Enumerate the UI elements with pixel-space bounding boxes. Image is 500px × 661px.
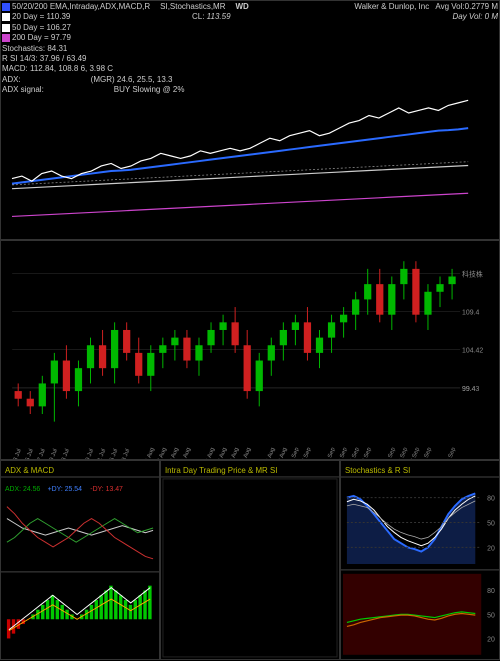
rsi-val: 37.96 / 63.49 (40, 54, 87, 63)
svg-text:14 Aug: 14 Aug (180, 447, 192, 459)
svg-text:109.4: 109.4 (462, 310, 479, 317)
adxsig-label: ADX signal: (2, 85, 44, 95)
svg-text:28 Jul: 28 Jul (120, 448, 131, 459)
candlestick-panel[interactable]: 科技株109.4104.4299.4399.403 Jul06 Jul07 Ju… (0, 240, 500, 460)
ema20-val: 110.39 (46, 12, 70, 21)
svg-text:03 Jul: 03 Jul (12, 448, 23, 459)
stoch-label: Stochastics: (2, 44, 47, 53)
svg-text:30 Sep: 30 Sep (445, 446, 457, 459)
ema200-val: 97.79 (51, 33, 71, 42)
svg-text:Intra Day Trading Price &: Intra Day Trading Price & MR SI (165, 466, 277, 475)
adx-label: ADX: (2, 75, 21, 85)
intraday-panel[interactable]: Intra Day Trading Price & MR SI (160, 460, 340, 660)
svg-text:19 Jul: 19 Jul (84, 448, 95, 459)
svg-text:07 Sep: 07 Sep (300, 446, 312, 459)
ema50-val: 106.27 (46, 23, 70, 32)
svg-text:22 Aug: 22 Aug (228, 447, 240, 459)
rsi-label: R SI 14/3: (2, 54, 40, 63)
svg-text:13 Jul: 13 Jul (60, 448, 71, 459)
mgr-val: (MGR) 24.6, 25.5, 13.3 (91, 75, 173, 85)
company: Walker & Dunlop, Inc (354, 2, 429, 11)
svg-text:ADX & MACD: ADX & MACD (5, 466, 54, 475)
dayvol-label: Day Vol: (452, 12, 484, 21)
svg-text:26 Aug: 26 Aug (264, 447, 276, 459)
svg-text:25 Jul: 25 Jul (108, 448, 119, 459)
svg-text:09 Sep: 09 Sep (325, 446, 337, 459)
svg-text:ADX: 24.56: ADX: 24.56 (5, 486, 40, 493)
adx-macd-panel[interactable]: ADX & MACD ADX: 24.56 +DY: 25.54 -DY: 13.… (0, 460, 160, 660)
svg-text:21 Jul: 21 Jul (96, 448, 107, 459)
svg-text:Stochastics & R SI: Stochastics & R SI (345, 466, 410, 475)
svg-text:99.4: 99.4 (462, 386, 476, 393)
svg-text:17 Sep: 17 Sep (361, 446, 373, 459)
svg-text:18 Aug: 18 Aug (216, 447, 228, 459)
svg-text:20: 20 (487, 637, 495, 644)
symbol: WD (236, 2, 249, 12)
svg-text:104.42: 104.42 (462, 348, 483, 355)
svg-text:07 Jul: 07 Jul (36, 448, 47, 459)
adxsig-val: BUY Slowing @ 2% (114, 85, 185, 95)
ema20-label: 20 Day = (12, 12, 46, 21)
ema50-label: 50 Day = (12, 23, 46, 32)
svg-text:05 Aug: 05 Aug (144, 447, 156, 459)
svg-text:29 Sep: 29 Sep (421, 446, 433, 459)
cl-val: 113.59 (207, 12, 231, 21)
svg-text:50: 50 (487, 612, 495, 619)
svg-text:科技株: 科技株 (462, 269, 483, 278)
macd-label: MACD: (2, 64, 30, 73)
svg-text:-DY: 13.47: -DY: 13.47 (90, 486, 123, 493)
svg-text:30 Aug: 30 Aug (276, 447, 288, 459)
svg-text:16 Aug: 16 Aug (204, 447, 216, 459)
avgvol-label: Avg Vol: (435, 2, 464, 11)
svg-text:80: 80 (487, 588, 495, 595)
svg-text:13 Sep: 13 Sep (337, 446, 349, 459)
dayvol: 0 M (485, 12, 498, 21)
svg-text:24 Aug: 24 Aug (240, 447, 252, 459)
stoch-val: 84.31 (47, 44, 67, 53)
svg-text:07 Aug: 07 Aug (156, 447, 168, 459)
svg-text:06 Jul: 06 Jul (24, 448, 35, 459)
svg-text:19 Jul: 19 Jul (48, 448, 59, 459)
svg-text:20: 20 (487, 545, 495, 552)
svg-text:+DY: 25.54: +DY: 25.54 (48, 486, 83, 493)
legend-ema: 50/20/200 EMA,Intraday,ADX,MACD,R (12, 2, 150, 11)
svg-text:80: 80 (487, 496, 495, 503)
cl-label: CL: (192, 12, 207, 21)
svg-text:21 Sep: 21 Sep (385, 446, 397, 459)
indicator-header: 50/20/200 EMA,Intraday,ADX,MACD,R SI,Sto… (2, 2, 498, 96)
macd-val: 112.84, 108.8 6, 3.98 C (30, 64, 113, 73)
svg-text:23 Sep: 23 Sep (397, 446, 409, 459)
ema200-label: 200 Day = (12, 33, 51, 42)
legend-sls: SI,Stochastics,MR (160, 2, 225, 12)
stochastics-panel[interactable]: Stochastics & R SI 80 50 20 80 50 20 (340, 460, 500, 660)
svg-text:10 Aug: 10 Aug (168, 447, 180, 459)
svg-text:27 Sep: 27 Sep (409, 446, 421, 459)
avgvol: 0.2779 M (465, 2, 498, 11)
svg-text:15 Sep: 15 Sep (349, 446, 361, 459)
svg-text:01 Sep: 01 Sep (288, 446, 300, 459)
svg-text:50: 50 (487, 520, 495, 527)
